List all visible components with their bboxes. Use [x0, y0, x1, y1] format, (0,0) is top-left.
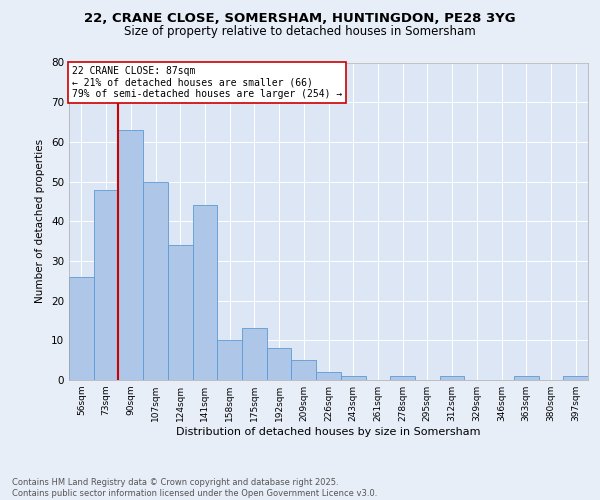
Bar: [217, 340, 242, 380]
Bar: [440, 376, 464, 380]
Bar: [341, 376, 365, 380]
Bar: [267, 348, 292, 380]
Y-axis label: Number of detached properties: Number of detached properties: [35, 139, 46, 304]
Bar: [168, 245, 193, 380]
Bar: [514, 376, 539, 380]
Bar: [69, 277, 94, 380]
Bar: [316, 372, 341, 380]
Bar: [563, 376, 588, 380]
Bar: [94, 190, 118, 380]
Bar: [242, 328, 267, 380]
Bar: [292, 360, 316, 380]
Text: Size of property relative to detached houses in Somersham: Size of property relative to detached ho…: [124, 25, 476, 38]
Text: 22, CRANE CLOSE, SOMERSHAM, HUNTINGDON, PE28 3YG: 22, CRANE CLOSE, SOMERSHAM, HUNTINGDON, …: [84, 12, 516, 26]
Bar: [143, 182, 168, 380]
Bar: [118, 130, 143, 380]
Bar: [390, 376, 415, 380]
Text: 22 CRANE CLOSE: 87sqm
← 21% of detached houses are smaller (66)
79% of semi-deta: 22 CRANE CLOSE: 87sqm ← 21% of detached …: [71, 66, 342, 99]
X-axis label: Distribution of detached houses by size in Somersham: Distribution of detached houses by size …: [176, 427, 481, 437]
Bar: [193, 206, 217, 380]
Text: Contains HM Land Registry data © Crown copyright and database right 2025.
Contai: Contains HM Land Registry data © Crown c…: [12, 478, 377, 498]
